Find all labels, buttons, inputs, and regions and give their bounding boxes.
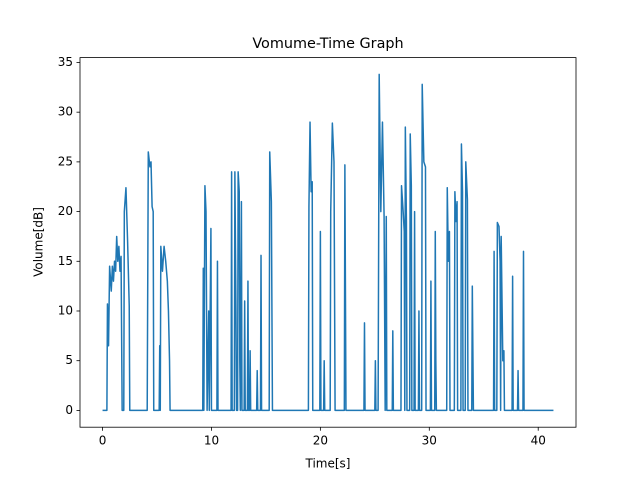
x-tick-label: 0 — [99, 434, 107, 448]
y-tick-label: 20 — [58, 204, 73, 218]
y-tick-label: 5 — [65, 353, 73, 367]
y-tick-label: 10 — [58, 303, 73, 317]
x-tick-label: 30 — [422, 434, 437, 448]
y-tick-label: 15 — [58, 254, 73, 268]
y-tick-label: 0 — [65, 403, 73, 417]
x-tick-label: 40 — [531, 434, 546, 448]
x-tick-label: 20 — [313, 434, 328, 448]
y-tick-label: 35 — [58, 55, 73, 69]
data-line — [102, 73, 554, 412]
x-tick-label: 10 — [204, 434, 219, 448]
x-axis-label: Time[s] — [305, 457, 351, 471]
y-axis-label: Volume[dB] — [32, 207, 46, 277]
y-tick-label: 30 — [58, 105, 73, 119]
chart-title: Vomume-Time Graph — [252, 36, 403, 52]
plot-frame — [79, 57, 577, 428]
y-tick-label: 25 — [58, 154, 73, 168]
